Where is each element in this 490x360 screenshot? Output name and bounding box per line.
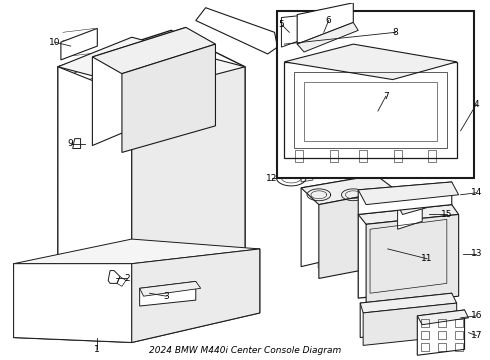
Polygon shape (358, 182, 459, 204)
Polygon shape (132, 67, 245, 328)
Polygon shape (363, 303, 457, 345)
Polygon shape (61, 28, 98, 60)
Text: 13: 13 (470, 249, 482, 258)
Polygon shape (140, 282, 201, 296)
Polygon shape (140, 282, 196, 306)
Polygon shape (14, 239, 260, 264)
Polygon shape (132, 249, 260, 342)
Polygon shape (417, 310, 468, 325)
Text: 8: 8 (393, 28, 398, 37)
Text: 11: 11 (421, 254, 433, 263)
Text: 1: 1 (95, 345, 100, 354)
Text: 17: 17 (470, 331, 482, 340)
Polygon shape (360, 293, 452, 338)
Polygon shape (358, 204, 459, 224)
Polygon shape (397, 200, 422, 229)
Text: 10: 10 (49, 38, 61, 47)
Polygon shape (93, 27, 186, 145)
Polygon shape (122, 44, 216, 152)
Text: 16: 16 (470, 311, 482, 320)
Text: 6: 6 (326, 16, 332, 25)
Polygon shape (196, 8, 277, 54)
Text: 7: 7 (383, 92, 389, 101)
Polygon shape (277, 11, 474, 178)
Polygon shape (297, 22, 358, 52)
Polygon shape (58, 37, 245, 96)
Text: 3: 3 (163, 292, 169, 301)
Polygon shape (14, 249, 260, 342)
Polygon shape (358, 182, 452, 215)
Polygon shape (108, 271, 120, 283)
Polygon shape (366, 215, 459, 306)
Text: 2: 2 (124, 274, 130, 283)
Text: 4: 4 (473, 100, 479, 109)
Polygon shape (301, 175, 376, 267)
Text: 2024 BMW M440i Center Console Diagram: 2024 BMW M440i Center Console Diagram (149, 346, 341, 355)
Text: 5: 5 (278, 20, 284, 29)
Polygon shape (281, 15, 309, 47)
Polygon shape (73, 139, 80, 148)
Polygon shape (358, 204, 452, 298)
Polygon shape (301, 175, 395, 204)
Polygon shape (58, 67, 132, 328)
Polygon shape (14, 264, 132, 342)
Polygon shape (284, 62, 457, 158)
Polygon shape (297, 3, 353, 44)
Polygon shape (58, 30, 245, 328)
Polygon shape (319, 190, 395, 278)
Text: 9: 9 (68, 139, 74, 148)
Text: 15: 15 (441, 210, 453, 219)
Polygon shape (360, 293, 457, 313)
Polygon shape (284, 44, 457, 80)
Text: 12: 12 (266, 174, 277, 183)
Polygon shape (397, 200, 427, 215)
Polygon shape (93, 27, 216, 74)
Polygon shape (417, 310, 465, 355)
Text: 14: 14 (471, 188, 482, 197)
